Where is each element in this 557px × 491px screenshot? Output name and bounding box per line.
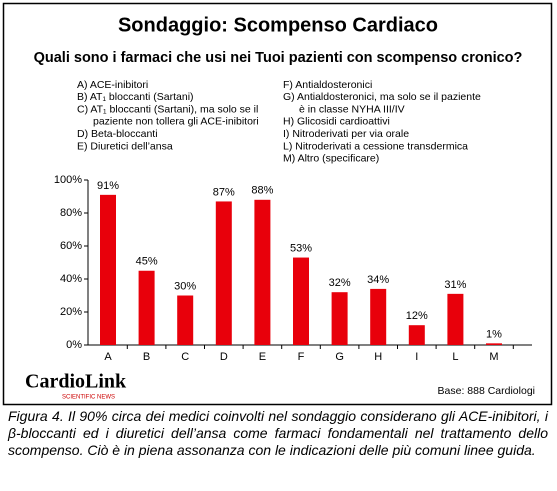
x-tick-label: G bbox=[335, 351, 344, 363]
legend-item: B) AT₁ bloccanti (Sartani) bbox=[77, 91, 194, 103]
legend-item: F) Antialdosteronici bbox=[283, 79, 372, 91]
y-tick-label: 60% bbox=[60, 240, 82, 252]
bar bbox=[100, 194, 116, 345]
legend-item: C) AT₁ bloccanti (Sartani), ma solo se i… bbox=[77, 103, 258, 115]
logo: CardioLink bbox=[25, 371, 127, 393]
value-label: 31% bbox=[444, 279, 466, 291]
bar bbox=[293, 257, 309, 345]
value-label: 87% bbox=[213, 186, 235, 198]
y-tick-label: 80% bbox=[60, 207, 82, 219]
legend-item: E) Diuretici dell’ansa bbox=[77, 140, 173, 152]
bar bbox=[486, 343, 502, 345]
value-label: 34% bbox=[367, 274, 389, 286]
legend-item: D) Beta-bloccanti bbox=[77, 128, 158, 140]
y-tick-label: 20% bbox=[60, 306, 82, 318]
value-label: 53% bbox=[290, 242, 312, 254]
y-tick-label: 40% bbox=[60, 273, 82, 285]
legend-item: G) Antialdosteronici, ma solo se il pazi… bbox=[283, 91, 481, 103]
value-label: 12% bbox=[406, 310, 428, 322]
bar bbox=[138, 270, 155, 345]
x-tick-label: A bbox=[104, 351, 112, 363]
x-tick-label: M bbox=[489, 351, 498, 363]
chart-title: Sondaggio: Scompenso Cardiaco bbox=[118, 14, 438, 36]
y-tick-label: 0% bbox=[66, 339, 82, 351]
logo-tagline: SCIENTIFIC NEWS bbox=[62, 395, 115, 401]
legend-item: H) Glicosidi cardioattivi bbox=[283, 116, 390, 128]
bar bbox=[177, 295, 194, 345]
value-label: 32% bbox=[329, 277, 351, 289]
legend-item: A) ACE-inibitori bbox=[77, 79, 148, 91]
legend-item: è in classe NYHA III/IV bbox=[299, 103, 405, 115]
value-label: 1% bbox=[486, 328, 502, 340]
bar bbox=[215, 201, 232, 345]
x-tick-label: B bbox=[143, 351, 150, 363]
legend-item: L) Nitroderivati a cessione transdermica bbox=[283, 140, 468, 152]
value-label: 45% bbox=[136, 256, 158, 268]
legend-item: I) Nitroderivati per via orale bbox=[283, 128, 409, 140]
legend-item: paziente non tollera gli ACE-inibitori bbox=[93, 116, 259, 128]
value-label: 88% bbox=[251, 185, 273, 197]
y-tick-label: 100% bbox=[54, 174, 82, 186]
figure-caption: Figura 4. Il 90% circa dei medici coinvo… bbox=[8, 408, 548, 458]
x-tick-label: L bbox=[452, 351, 458, 363]
frame bbox=[2, 2, 553, 406]
bar bbox=[331, 292, 348, 345]
bar bbox=[447, 293, 464, 345]
legend-item: M) Altro (specificare) bbox=[283, 153, 379, 165]
chart-subtitle: Quali sono i farmaci che usi nei Tuoi pa… bbox=[34, 50, 523, 66]
x-tick-label: C bbox=[181, 351, 189, 363]
x-tick-label: E bbox=[259, 351, 266, 363]
bar bbox=[370, 288, 387, 345]
x-tick-label: I bbox=[415, 351, 418, 363]
bar bbox=[254, 199, 271, 345]
value-label: 30% bbox=[174, 280, 196, 292]
chart: Sondaggio: Scompenso Cardiaco Quali sono… bbox=[2, 2, 553, 406]
x-tick-label: D bbox=[220, 351, 228, 363]
x-tick-label: H bbox=[374, 351, 382, 363]
bar bbox=[408, 325, 425, 345]
x-tick-label: F bbox=[298, 351, 305, 363]
source-note: Base: 888 Cardiologi bbox=[438, 385, 535, 397]
value-label: 91% bbox=[97, 180, 119, 192]
